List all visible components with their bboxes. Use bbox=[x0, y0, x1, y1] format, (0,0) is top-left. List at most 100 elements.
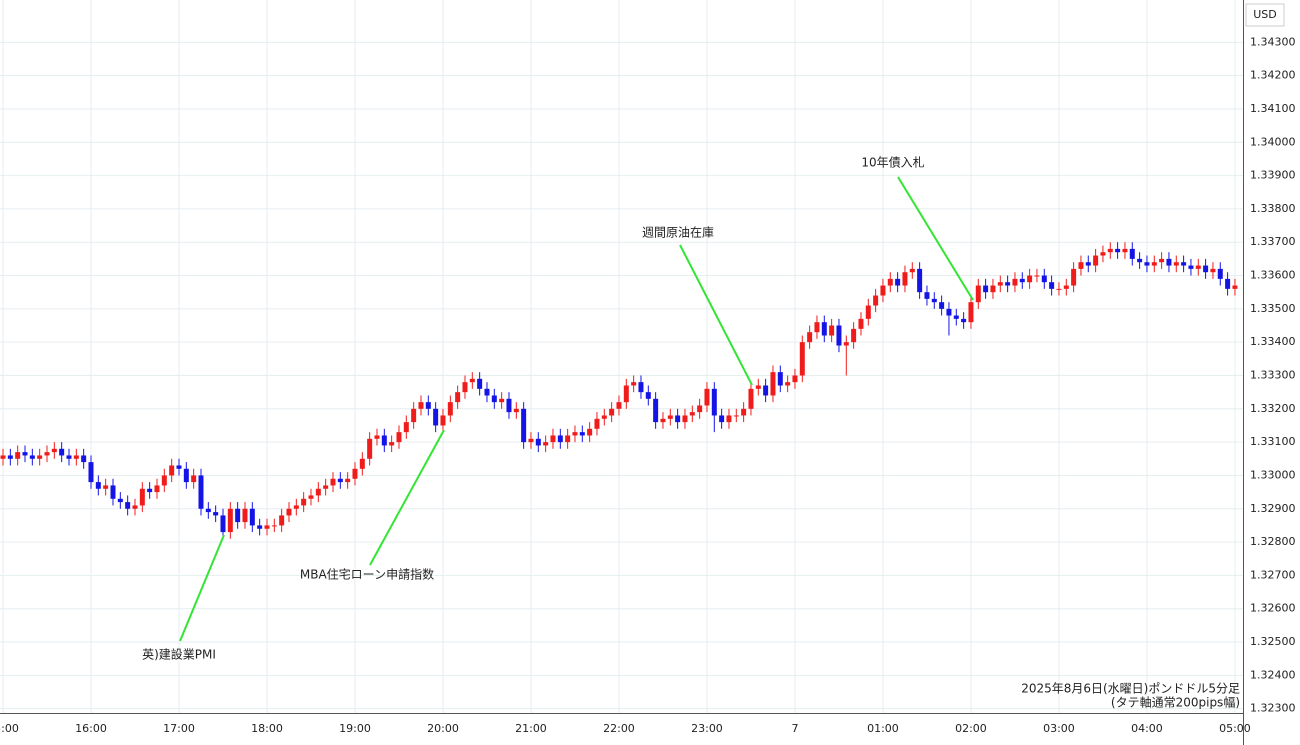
candle-body bbox=[374, 435, 380, 439]
candle-body bbox=[814, 322, 820, 333]
candle-body bbox=[1019, 278, 1025, 283]
candle-body bbox=[711, 388, 717, 416]
currency-box bbox=[1245, 3, 1285, 27]
x-tick-label: 01:00 bbox=[867, 722, 899, 735]
candle-body bbox=[1129, 248, 1135, 259]
candle-body bbox=[535, 438, 541, 446]
candle-body bbox=[1027, 275, 1033, 283]
candle-body bbox=[983, 285, 989, 293]
candle-body bbox=[550, 435, 556, 443]
candle-body bbox=[293, 505, 299, 509]
candle-body bbox=[22, 452, 28, 456]
candle-body bbox=[1005, 282, 1011, 286]
candle-body bbox=[1012, 278, 1018, 286]
candle-body bbox=[609, 408, 615, 416]
annotations: 英)建設業PMI MBA住宅ローン申請指数 週間原油在庫 10年債入札 bbox=[142, 155, 974, 662]
candle-body bbox=[667, 415, 673, 419]
candle-body bbox=[895, 278, 901, 286]
candle-body bbox=[433, 408, 439, 426]
y-tick-label: 1.33800 bbox=[1250, 202, 1296, 215]
candle-body bbox=[697, 405, 703, 413]
footnote: 2025年8月6日(水曜日)ポンドドル5分足 bbox=[1021, 682, 1240, 696]
currency-label: USD bbox=[1253, 8, 1277, 21]
y-tick-label: 1.32800 bbox=[1250, 535, 1296, 548]
candle-body bbox=[1078, 262, 1084, 269]
candle-body bbox=[447, 402, 453, 416]
candle-body bbox=[0, 455, 6, 459]
x-tick-label: 05:00 bbox=[1219, 722, 1251, 735]
candle-body bbox=[961, 318, 967, 323]
candle-body bbox=[51, 448, 57, 453]
candle-body bbox=[682, 415, 688, 423]
candle-body bbox=[521, 408, 527, 443]
candle-body bbox=[799, 342, 805, 376]
candle-body bbox=[183, 468, 189, 483]
candle-body bbox=[843, 342, 849, 346]
candle-body bbox=[389, 442, 395, 446]
x-tick-label: 16:00 bbox=[75, 722, 107, 735]
candle-body bbox=[777, 372, 783, 386]
candle-body bbox=[73, 455, 79, 459]
annotation-label: 10年債入札 bbox=[861, 155, 924, 170]
candle-body bbox=[631, 382, 637, 386]
candle-body bbox=[616, 402, 622, 409]
candle-body bbox=[147, 488, 153, 493]
y-tick-label: 1.33100 bbox=[1250, 435, 1296, 448]
candle-body bbox=[227, 508, 233, 533]
candle-body bbox=[638, 382, 644, 393]
y-tick-label: 1.34200 bbox=[1250, 69, 1296, 82]
candle-body bbox=[719, 415, 725, 423]
candle-body bbox=[66, 455, 72, 459]
y-tick-label: 1.33700 bbox=[1250, 235, 1296, 248]
candle-body bbox=[997, 282, 1003, 286]
candle-body bbox=[264, 525, 270, 529]
candle-body bbox=[403, 422, 409, 433]
candle-body bbox=[763, 385, 769, 396]
candle-body bbox=[249, 508, 255, 526]
candle-body bbox=[169, 465, 175, 476]
candle-body bbox=[968, 302, 974, 323]
candle-body bbox=[594, 418, 600, 429]
candle-body bbox=[103, 485, 109, 489]
candle-body bbox=[887, 278, 893, 286]
candle-body bbox=[132, 505, 138, 509]
candle-body bbox=[851, 328, 857, 343]
candle-body bbox=[257, 525, 263, 529]
candle-body bbox=[579, 432, 585, 436]
candle-body bbox=[1085, 262, 1091, 266]
candle-body bbox=[1203, 265, 1209, 273]
candle-body bbox=[213, 512, 219, 516]
candle-body bbox=[506, 398, 512, 413]
annotation-label: MBA住宅ローン申請指数 bbox=[300, 567, 434, 582]
y-tick-label: 1.33200 bbox=[1250, 402, 1296, 415]
candle-body bbox=[924, 292, 930, 299]
candle-body bbox=[125, 502, 131, 509]
candle-body bbox=[88, 462, 94, 483]
y-tick-label: 1.33500 bbox=[1250, 302, 1296, 315]
candle-body bbox=[880, 285, 886, 296]
candle-body bbox=[1232, 285, 1238, 289]
annotation-line bbox=[679, 244, 753, 386]
candle-body bbox=[931, 298, 937, 303]
candle-body bbox=[1056, 288, 1062, 290]
candle-body bbox=[689, 412, 695, 416]
candle-body bbox=[29, 455, 35, 459]
candle-body bbox=[484, 388, 490, 396]
candle-body bbox=[161, 475, 167, 486]
candle-body bbox=[1107, 248, 1113, 253]
y-tick-label: 1.32900 bbox=[1250, 502, 1296, 515]
candle-body bbox=[902, 272, 908, 286]
candle-body bbox=[286, 508, 292, 516]
candle-body bbox=[741, 408, 747, 416]
x-tick-label: 21:00 bbox=[515, 722, 547, 735]
candle-body bbox=[425, 402, 431, 409]
annotation-line bbox=[897, 176, 974, 301]
candle-body bbox=[220, 515, 226, 533]
candle-body bbox=[411, 408, 417, 423]
candle-body bbox=[1122, 248, 1128, 253]
y-tick-label: 1.34100 bbox=[1250, 102, 1296, 115]
x-tick-label: 19:00 bbox=[339, 722, 371, 735]
candle-body bbox=[755, 385, 761, 389]
candle-body bbox=[1210, 268, 1216, 273]
